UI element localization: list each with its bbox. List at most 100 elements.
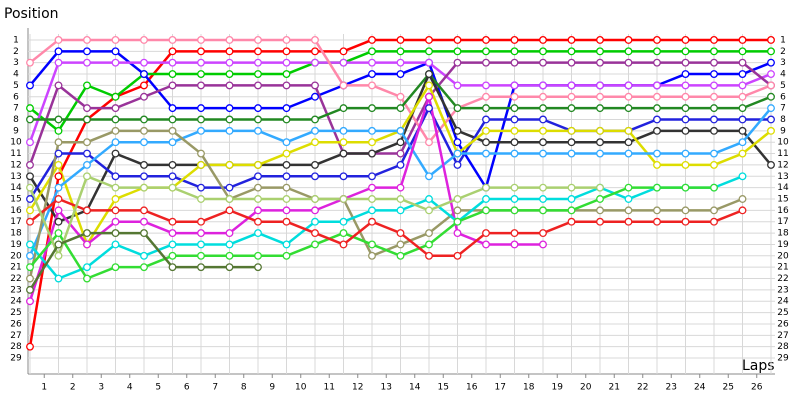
marker [83,160,91,169]
marker [453,47,462,56]
marker [140,70,148,78]
marker [54,149,63,158]
marker [539,81,547,90]
x-tick-label: 12 [352,383,363,393]
y-tick-label-right: 13 [777,172,788,182]
y-tick-label-right: 12 [777,160,788,170]
marker [83,104,91,113]
marker [567,183,576,192]
y-tick-label-right: 19 [777,240,789,250]
marker [168,172,177,181]
marker [510,149,519,158]
marker [54,36,63,44]
marker [140,217,148,226]
marker [225,206,234,215]
marker [54,160,63,169]
marker [197,115,205,124]
y-tick-label-right: 26 [777,319,789,329]
marker [567,195,576,203]
marker [140,138,148,147]
marker [26,263,34,272]
y-tick-label: 3 [13,58,19,68]
y-tick-label-right: 28 [777,342,789,352]
marker [396,195,405,203]
marker [767,115,775,124]
marker [26,274,34,283]
marker [225,263,234,272]
marker [197,195,205,203]
marker [510,115,519,124]
marker [368,104,376,113]
marker [596,183,604,192]
y-tick-label-right: 6 [780,92,786,102]
marker [425,92,433,101]
y-tick-label: 16 [10,206,22,216]
marker [311,36,319,44]
marker [482,81,490,90]
y-tick-label: 7 [13,104,19,114]
marker [197,58,205,67]
marker [539,149,547,158]
marker [26,81,34,90]
marker [567,81,576,90]
marker [738,104,747,113]
marker [539,206,547,215]
marker [453,81,462,90]
marker [111,36,120,44]
marker [510,36,519,44]
marker [567,36,576,44]
y-tick-label: 24 [10,297,22,307]
marker [681,92,690,101]
marker [482,104,490,113]
marker [197,240,205,249]
x-tick-label: 20 [580,383,592,393]
marker [197,251,205,260]
marker [282,115,291,124]
marker [26,172,34,181]
marker [368,206,376,215]
marker [624,149,633,158]
x-tick-label: 21 [609,383,620,393]
marker [54,126,63,135]
marker [510,229,519,238]
x-tick-label: 1 [41,383,47,393]
y-tick-label: 9 [13,126,19,136]
y-tick-label-right: 4 [780,70,786,80]
marker [482,206,490,215]
marker [26,251,34,260]
marker [282,149,291,158]
marker [539,183,547,192]
marker [453,160,462,169]
marker [225,251,234,260]
marker [197,126,205,135]
y-tick-label: 12 [10,160,21,170]
marker [26,115,34,124]
marker [681,160,690,169]
marker [254,81,262,90]
marker [168,240,177,249]
marker [539,58,547,67]
marker [396,160,405,169]
marker [510,183,519,192]
y-tick-label-right: 14 [777,183,789,193]
marker [596,92,604,101]
marker [681,70,690,78]
marker [311,58,319,67]
y-tick-label: 8 [13,115,19,125]
marker [339,229,348,238]
marker [482,115,490,124]
marker [311,240,319,249]
marker [624,126,633,135]
marker [710,217,718,226]
marker [254,263,262,272]
marker [168,263,177,272]
marker [710,183,718,192]
marker [396,138,405,147]
marker [168,138,177,147]
marker [368,251,376,260]
x-tick-label: 11 [324,383,335,393]
marker [26,183,34,192]
marker [54,58,63,67]
marker [140,36,148,44]
marker [767,58,775,67]
